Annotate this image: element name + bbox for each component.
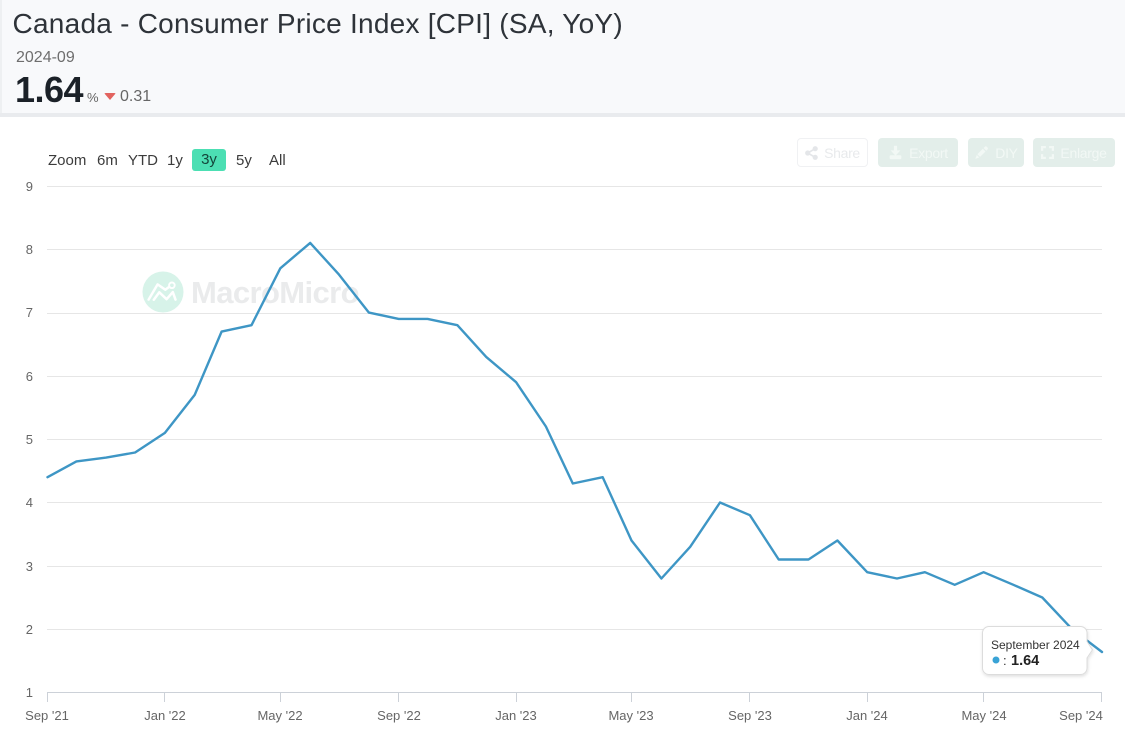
svg-text:1.64: 1.64 [1011, 653, 1039, 669]
svg-text:Jan '22: Jan '22 [144, 708, 186, 723]
svg-text:September 2024: September 2024 [991, 638, 1080, 652]
svg-text:1: 1 [26, 685, 33, 700]
svg-text:Jan '24: Jan '24 [846, 708, 888, 723]
svg-text:3: 3 [26, 559, 33, 574]
svg-text:Sep '23: Sep '23 [728, 708, 772, 723]
svg-text:Sep '24: Sep '24 [1059, 708, 1103, 723]
svg-text:Sep '21: Sep '21 [25, 708, 69, 723]
svg-text:6: 6 [26, 369, 33, 384]
svg-text:9: 9 [26, 179, 33, 194]
svg-text:7: 7 [26, 305, 33, 320]
svg-text:8: 8 [26, 242, 33, 257]
svg-text:May '22: May '22 [257, 708, 302, 723]
svg-text:4: 4 [26, 495, 33, 510]
svg-text:5: 5 [26, 432, 33, 447]
svg-text:Jan '23: Jan '23 [495, 708, 537, 723]
svg-text:May '23: May '23 [608, 708, 653, 723]
svg-text::: : [1003, 653, 1007, 668]
svg-text:Sep '22: Sep '22 [377, 708, 421, 723]
svg-text:2: 2 [26, 622, 33, 637]
svg-text:May '24: May '24 [961, 708, 1006, 723]
